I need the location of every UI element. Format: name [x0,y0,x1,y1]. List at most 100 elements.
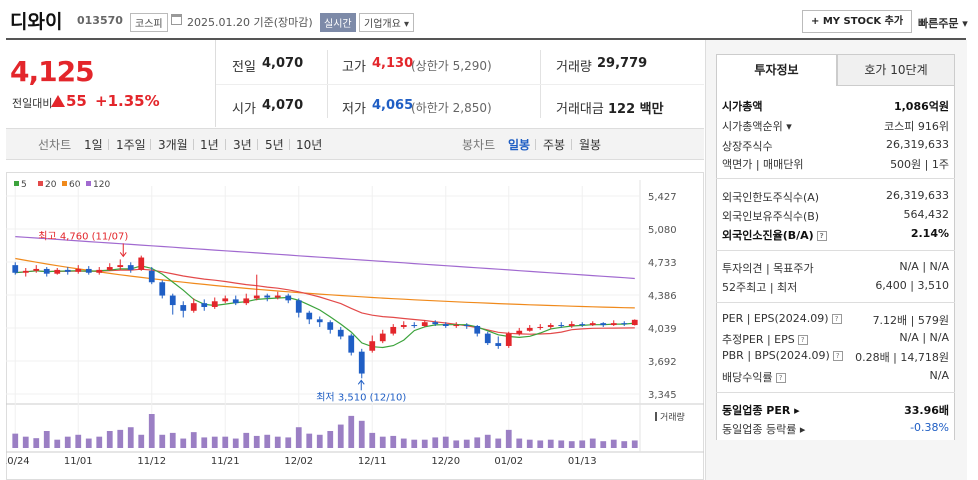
candle-daily[interactable]: 일봉 [508,138,531,152]
ma20-line [15,268,635,335]
volume-bar [127,427,134,448]
stock-chart[interactable]: 5 20 60 120 5,427 5,080 4,733 4,386 4,039 3,692 3,… [6,172,704,480]
info-label: 액면가 | 매매단위 [722,158,804,171]
help-icon[interactable]: ? [797,335,808,345]
candle-body [369,341,376,351]
volume-bar [316,434,323,448]
period-3y[interactable]: 3년 [233,138,252,152]
candle-body [495,343,502,346]
volume-bar [96,436,103,448]
open-value: 4,070 [262,98,304,113]
x-tick-label: 12/02 [284,456,313,467]
volume-bar [148,414,155,448]
volume-bar [33,438,40,448]
up-arrow-icon [51,95,65,107]
candle-body [138,257,145,270]
candle-body [96,269,103,273]
volume-bar [159,434,166,448]
amount-value: 122 백만 [608,102,664,117]
candle-body [295,300,302,313]
volume-bar [106,431,113,448]
header-divider [6,38,966,40]
info-label: 배당수익률? [722,369,786,385]
candle-chart-label: 봉차트 [462,138,496,152]
volume-bar [211,436,218,448]
period-10y[interactable]: 10년 [296,138,323,152]
volume-bar [495,438,502,448]
candle-body [201,303,208,307]
info-value: 26,319,633 [886,138,949,151]
info-label: 동일업종 PER ▸ [722,404,800,417]
info-divider [716,250,955,251]
period-1y[interactable]: 1년 [200,138,219,152]
volume-bar [43,431,50,448]
tab-invest-info[interactable]: 투자정보 [716,54,837,86]
candle-body [127,265,134,270]
info-value: N/A | N/A [899,331,949,344]
candle-body [169,295,176,306]
period-5y[interactable]: 5년 [265,138,284,152]
volume-bar [547,439,554,448]
tab-orderbook[interactable]: 호가 10단계 [837,54,955,86]
candle-body [558,325,565,327]
candle-body [610,323,617,326]
volume-bar [169,432,176,448]
help-icon[interactable]: ? [816,231,827,241]
info-value: 0.28배 | 14,718원 [855,351,949,364]
period-separator [150,139,151,150]
y-tick-label: 4,386 [648,291,677,302]
candle-body [274,295,281,298]
info-value: 6,400 | 3,510 [875,279,949,292]
period-1d[interactable]: 1일 [84,138,103,152]
volume-bar [621,441,628,448]
info-value: -0.38% [910,421,949,434]
candle-body [33,268,40,271]
period-1w[interactable]: 1주일 [116,138,146,152]
quick-order-button[interactable]: 빠른주문 ▾ [918,17,968,30]
volume-bar [285,437,292,448]
help-icon[interactable]: ? [775,373,786,383]
volume-bar [411,439,418,448]
help-icon[interactable]: ? [831,314,842,324]
volume-bar [327,431,334,448]
candle-body [568,324,575,327]
my-stock-add-button[interactable]: + MY STOCK 추가 [802,10,913,33]
candle-monthly[interactable]: 월봉 [579,138,602,152]
y-tick-label: 4,733 [648,258,677,269]
volume-bar [138,434,145,448]
x-tick-label: 11/21 [211,456,240,467]
info-value: N/A | N/A [899,260,949,273]
help-icon[interactable]: ? [832,351,843,361]
upper-limit: (상한가 5,290) [411,59,492,73]
volume-bar [180,438,187,448]
volume-legend-mark [655,412,657,421]
realtime-button[interactable]: 실시간 [320,13,356,32]
change-label: 전일대비 [12,97,53,110]
candle-body [390,326,397,334]
volume-bar [537,440,544,448]
candle-body [232,299,239,304]
x-tick-label: 11/01 [64,456,93,467]
info-value: 564,432 [903,208,950,221]
volume-bar [274,436,281,448]
candle-body [43,268,50,274]
candle-weekly[interactable]: 주봉 [543,138,566,152]
info-divider [716,392,955,393]
info-label: 외국인소진율(B/A)? [722,227,827,243]
volume-bar [85,438,92,448]
period-separator [289,139,290,150]
info-value: 2.14% [910,227,949,240]
legend-label-5: 5 [21,180,27,190]
volume-bar [589,438,596,448]
info-label: 시가총액 [722,100,763,113]
company-info-dropdown[interactable]: 기업개요 ▾ [359,13,414,32]
info-value: N/A [929,369,949,382]
volume-bar [22,436,29,448]
candle-body [190,303,197,311]
volume-bar [190,432,197,448]
candle-body [379,333,386,342]
volume-bar [631,440,638,448]
volume-bar [390,435,397,448]
period-3m[interactable]: 3개월 [158,138,188,152]
calendar-icon [171,14,182,25]
